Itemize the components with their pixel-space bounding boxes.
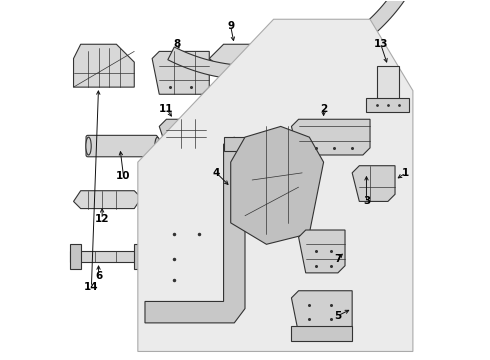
Polygon shape — [298, 230, 345, 273]
Ellipse shape — [86, 137, 91, 155]
Polygon shape — [145, 137, 245, 323]
Polygon shape — [168, 0, 436, 80]
Polygon shape — [352, 166, 395, 202]
Polygon shape — [292, 291, 352, 334]
Polygon shape — [377, 66, 398, 102]
Polygon shape — [223, 137, 298, 152]
Polygon shape — [292, 119, 370, 155]
Polygon shape — [138, 19, 413, 351]
Text: 12: 12 — [95, 214, 109, 224]
Text: 11: 11 — [159, 104, 173, 113]
Polygon shape — [367, 98, 409, 112]
Text: 8: 8 — [173, 39, 181, 49]
Text: 1: 1 — [402, 168, 409, 178]
Polygon shape — [231, 126, 323, 244]
Ellipse shape — [155, 137, 160, 155]
Text: 2: 2 — [320, 104, 327, 113]
Polygon shape — [292, 327, 352, 341]
Text: 9: 9 — [227, 21, 234, 31]
Polygon shape — [159, 119, 206, 148]
Text: 14: 14 — [84, 282, 98, 292]
Text: 7: 7 — [334, 253, 342, 264]
Text: 6: 6 — [95, 271, 102, 282]
Polygon shape — [152, 51, 209, 94]
Polygon shape — [209, 44, 259, 87]
Text: 3: 3 — [363, 197, 370, 206]
Text: 4: 4 — [213, 168, 220, 178]
Polygon shape — [70, 244, 81, 269]
Text: 10: 10 — [116, 171, 131, 181]
Text: 5: 5 — [334, 311, 342, 321]
Polygon shape — [74, 191, 142, 208]
FancyBboxPatch shape — [86, 135, 157, 157]
Polygon shape — [74, 44, 134, 87]
Polygon shape — [134, 244, 148, 269]
Polygon shape — [70, 251, 145, 262]
Text: 13: 13 — [373, 39, 388, 49]
